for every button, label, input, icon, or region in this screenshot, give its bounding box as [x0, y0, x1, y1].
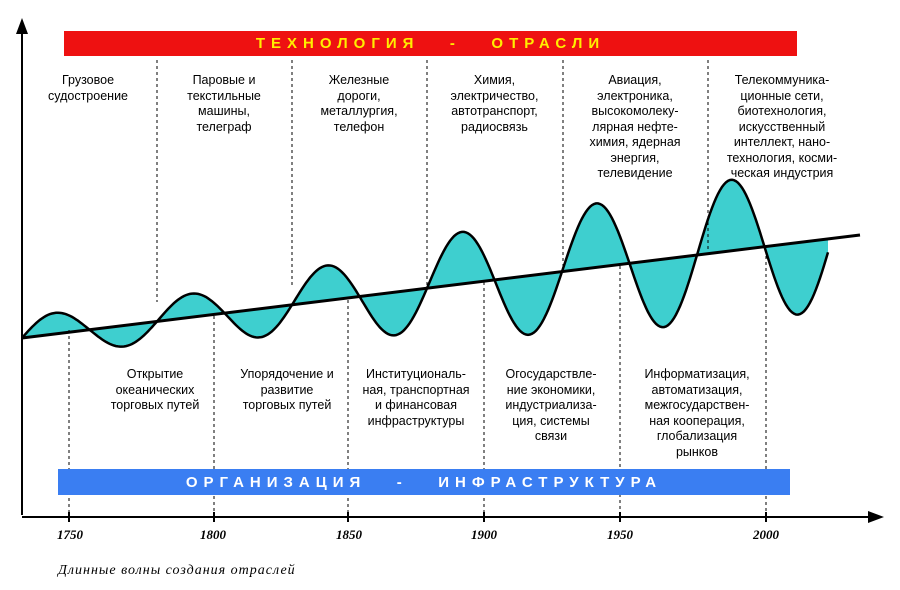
- trend-line: [21, 233, 861, 340]
- infrastructure-label-5: Информатизация, автоматизация, межгосуда…: [644, 367, 750, 459]
- divider-lines: [68, 60, 767, 517]
- technology-label-1: Грузовое судостроение: [48, 73, 128, 103]
- x-tick-label-1950: 1950: [607, 527, 633, 542]
- technology-banner-text: ТЕХНОЛОГИЯ - ОТРАСЛИ: [255, 35, 606, 52]
- infrastructure-label-2: Упорядочение и развитие торговых путей: [240, 367, 334, 412]
- x-tick-label-1850: 1850: [336, 527, 362, 542]
- technology-label-4: Химия, электричество, автотранспорт, рад…: [450, 73, 539, 134]
- technology-label-3: Железные дороги, металлургия, телефон: [320, 73, 398, 134]
- x-axis-ticks: [68, 512, 767, 522]
- technology-label-2: Паровые и текстильные машины, телеграф: [187, 73, 261, 134]
- diagram-caption: Длинные волны создания отраслей: [58, 563, 296, 578]
- technology-label-5: Авиация, электроника, высокомолеку- лярн…: [589, 73, 681, 180]
- infrastructure-banner: ОРГАНИЗАЦИЯ - ИНФРАСТРУКТУРА: [58, 469, 790, 495]
- x-tick-label-1900: 1900: [471, 527, 497, 542]
- wave-fill-area: [22, 179, 828, 347]
- x-tick-label-1750: 1750: [57, 527, 83, 542]
- infrastructure-label-1: Открытие океанических торговых путей: [110, 367, 200, 412]
- y-axis-arrow-icon: [16, 18, 28, 34]
- wave-curve: [21, 178, 830, 348]
- x-tick-label-1800: 1800: [200, 527, 226, 542]
- x-axis-arrow-icon: [868, 511, 884, 523]
- infrastructure-banner-text: ОРГАНИЗАЦИЯ - ИНФРАСТРУКТУРА: [185, 473, 663, 491]
- technology-banner: ТЕХНОЛОГИЯ - ОТРАСЛИ: [64, 31, 797, 56]
- technology-label-6: Телекоммуника- ционные сети, биотехнолог…: [726, 73, 838, 180]
- infrastructure-label-3: Институциональ- ная, транспортная и фина…: [362, 367, 470, 428]
- infrastructure-label-4: Огосударствле- ние экономики, индустриал…: [505, 367, 597, 443]
- x-tick-label-2000: 2000: [753, 527, 779, 542]
